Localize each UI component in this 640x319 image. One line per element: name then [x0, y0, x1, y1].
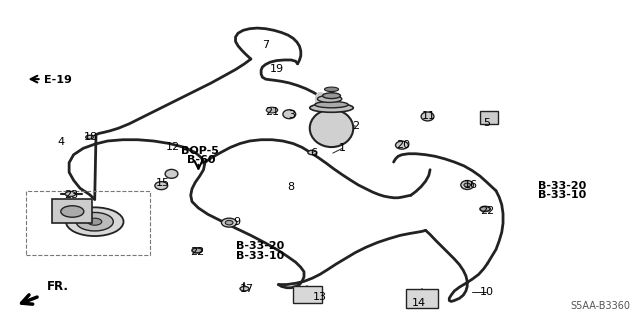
- Text: 12: 12: [166, 142, 180, 152]
- Ellipse shape: [283, 110, 296, 119]
- Ellipse shape: [421, 112, 434, 121]
- Text: B-33-20: B-33-20: [236, 241, 284, 251]
- Text: B-60: B-60: [187, 155, 216, 165]
- Text: BOP-5: BOP-5: [181, 145, 219, 156]
- Ellipse shape: [266, 107, 278, 113]
- Text: B-33-10: B-33-10: [538, 190, 586, 200]
- Ellipse shape: [86, 135, 93, 139]
- Bar: [52, 199, 92, 223]
- Ellipse shape: [221, 218, 237, 227]
- Text: 11: 11: [422, 111, 436, 122]
- Bar: [26, 191, 150, 255]
- Text: 17: 17: [239, 284, 253, 294]
- Ellipse shape: [165, 169, 178, 178]
- Text: 6: 6: [310, 148, 317, 158]
- Text: 19: 19: [269, 63, 284, 74]
- Text: 13: 13: [313, 292, 327, 302]
- Text: 4: 4: [57, 137, 65, 147]
- Ellipse shape: [461, 181, 474, 189]
- Ellipse shape: [61, 206, 84, 217]
- Bar: [480, 111, 498, 124]
- Text: 22: 22: [481, 205, 495, 216]
- Ellipse shape: [65, 191, 76, 197]
- Ellipse shape: [66, 207, 124, 236]
- Ellipse shape: [317, 95, 342, 102]
- Text: E-19: E-19: [44, 75, 72, 85]
- Text: 20: 20: [396, 140, 410, 150]
- Text: 16: 16: [463, 180, 477, 190]
- Text: 7: 7: [262, 40, 269, 50]
- Ellipse shape: [225, 220, 233, 225]
- Ellipse shape: [315, 101, 348, 108]
- Text: 9: 9: [233, 217, 241, 227]
- Bar: [406, 289, 438, 308]
- Text: 2: 2: [351, 121, 359, 131]
- Ellipse shape: [396, 141, 408, 149]
- Ellipse shape: [76, 212, 113, 231]
- Text: 1: 1: [339, 143, 346, 153]
- Text: FR.: FR.: [47, 280, 69, 293]
- Text: B-33-20: B-33-20: [538, 181, 586, 191]
- Text: 22: 22: [190, 247, 204, 257]
- Ellipse shape: [480, 206, 490, 211]
- Text: 3: 3: [288, 110, 294, 120]
- Ellipse shape: [240, 286, 249, 291]
- Text: 15: 15: [156, 178, 170, 189]
- Ellipse shape: [155, 182, 168, 189]
- Bar: [293, 286, 322, 303]
- Text: B-33-10: B-33-10: [236, 251, 284, 261]
- Text: 23: 23: [65, 189, 79, 200]
- Text: 5: 5: [483, 118, 490, 128]
- Ellipse shape: [464, 183, 470, 187]
- Ellipse shape: [308, 150, 317, 155]
- Ellipse shape: [192, 248, 202, 253]
- Text: 14: 14: [412, 298, 426, 308]
- Ellipse shape: [323, 93, 340, 99]
- Ellipse shape: [324, 87, 339, 92]
- Ellipse shape: [88, 218, 102, 225]
- Ellipse shape: [310, 103, 353, 112]
- Text: 10: 10: [479, 287, 493, 297]
- Text: 21: 21: [265, 107, 279, 117]
- Text: 8: 8: [287, 182, 295, 192]
- Ellipse shape: [310, 109, 353, 147]
- Text: S5AA-B3360: S5AA-B3360: [570, 301, 630, 311]
- Text: 18: 18: [84, 132, 98, 142]
